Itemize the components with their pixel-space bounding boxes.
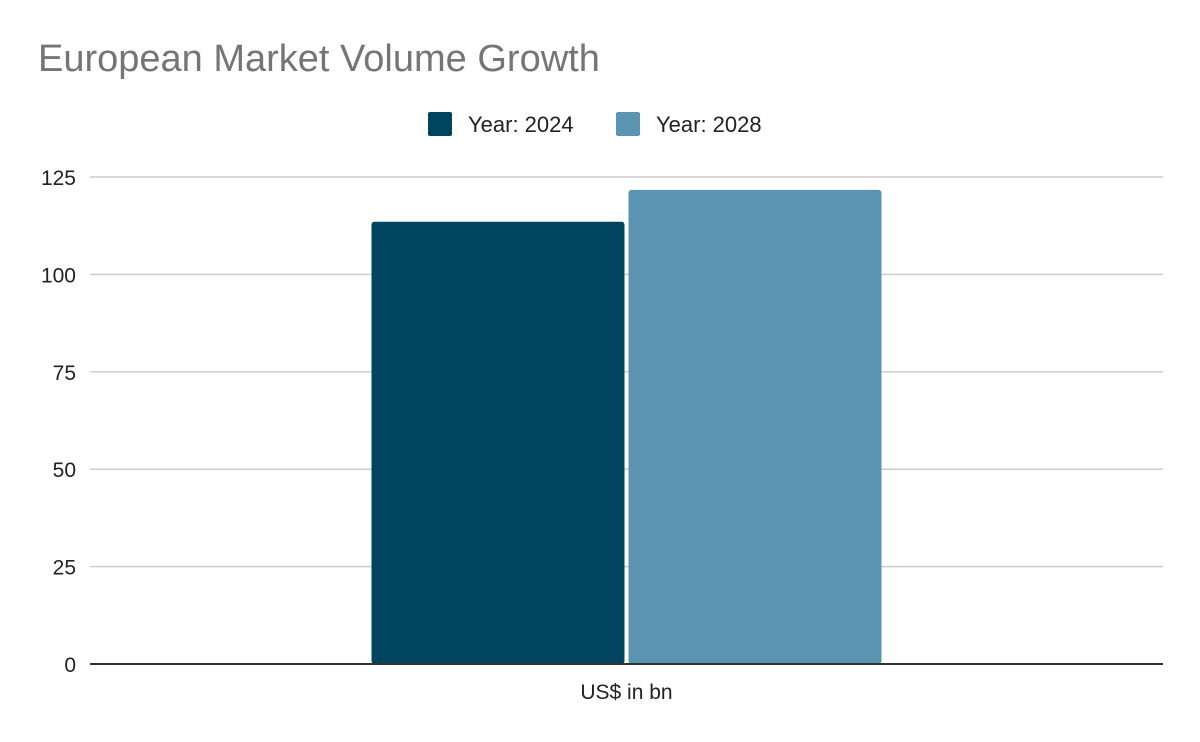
legend-label: Year: 2028: [656, 112, 762, 137]
y-tick-label: 50: [53, 459, 76, 482]
bar-year-2024: [371, 221, 625, 664]
y-tick-label: 0: [64, 654, 76, 677]
y-axis-ticks: 0 25 50 75 100 125: [41, 167, 76, 677]
y-tick-label: 75: [53, 362, 76, 385]
x-axis-ticks: US$ in bn: [580, 681, 672, 704]
y-tick-label: 25: [53, 557, 76, 580]
legend: Year: 2024 Year: 2028: [428, 112, 762, 137]
x-tick-label: US$ in bn: [580, 681, 672, 704]
bar-year-2028: [628, 189, 882, 664]
bars: [371, 189, 882, 664]
y-tick-label: 100: [41, 264, 76, 287]
gridlines: [90, 176, 1163, 568]
chart-title: European Market Volume Growth: [38, 38, 600, 80]
y-tick-label: 125: [41, 167, 76, 190]
legend-swatch: [428, 112, 452, 136]
legend-label: Year: 2024: [468, 112, 574, 137]
legend-swatch: [616, 112, 640, 136]
